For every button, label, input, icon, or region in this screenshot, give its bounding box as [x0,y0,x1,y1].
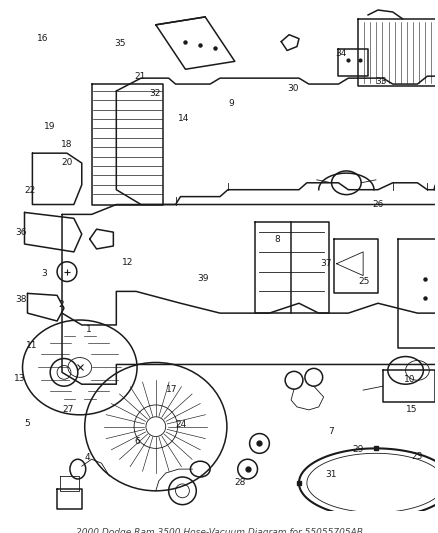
Text: 18: 18 [61,140,73,149]
Text: 7: 7 [328,426,334,435]
Text: 26: 26 [372,200,384,209]
Text: 8: 8 [275,235,280,244]
Text: 27: 27 [62,406,73,414]
Text: 28: 28 [234,479,245,487]
Text: 38: 38 [15,295,27,304]
Text: 31: 31 [325,470,336,479]
Text: 6: 6 [135,437,141,446]
Text: 29: 29 [353,445,364,454]
Text: 23: 23 [411,451,423,461]
Text: 2: 2 [58,300,64,309]
Text: 24: 24 [175,421,187,430]
Text: 32: 32 [149,89,161,98]
Text: 25: 25 [358,277,370,286]
Text: 1: 1 [86,325,92,334]
Text: 33: 33 [375,77,387,86]
Text: 5: 5 [25,419,30,429]
Text: 30: 30 [288,84,299,93]
Text: 22: 22 [24,187,35,195]
Text: 19: 19 [44,123,55,132]
Text: 21: 21 [134,72,146,81]
Text: 15: 15 [406,406,417,414]
Text: 17: 17 [166,385,177,394]
Text: 34: 34 [335,49,346,58]
Text: 9: 9 [228,99,234,108]
Text: 20: 20 [61,158,72,167]
Text: 10: 10 [404,375,416,384]
Text: 11: 11 [26,342,38,350]
Text: 16: 16 [37,34,48,43]
Text: 14: 14 [178,115,189,123]
Text: 39: 39 [197,274,208,284]
Text: 3: 3 [41,269,47,278]
Text: 2000 Dodge Ram 3500 Hose-Vacuum Diagram for 55055705AB: 2000 Dodge Ram 3500 Hose-Vacuum Diagram … [76,528,362,533]
Text: 12: 12 [122,259,133,268]
Text: 4: 4 [84,453,90,462]
Text: 35: 35 [115,39,126,48]
Text: 37: 37 [321,260,332,268]
Text: 36: 36 [15,228,27,237]
Text: 13: 13 [14,374,25,383]
